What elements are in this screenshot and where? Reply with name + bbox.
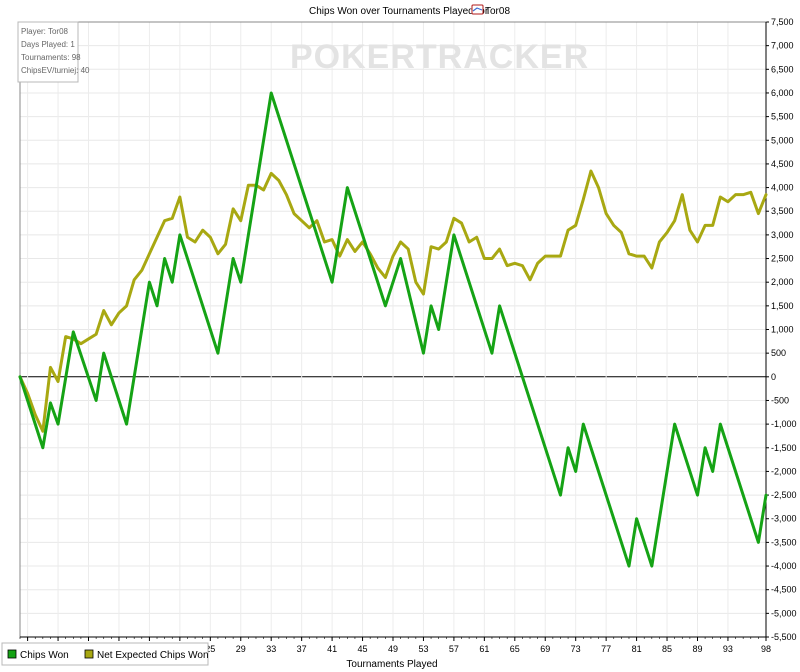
y-tick-label: 4,000 (771, 183, 794, 193)
x-tick-label: 33 (266, 644, 276, 654)
x-tick-label: 53 (418, 644, 428, 654)
x-tick-label: 98 (761, 644, 771, 654)
y-tick-label: 2,500 (771, 254, 794, 264)
x-tick-label: 25 (205, 644, 215, 654)
pokertracker-watermark: POKERTRACKER (290, 38, 589, 76)
info-chips-ev: ChipsEV/turniej: 40 (21, 66, 90, 75)
info-player: Player: Tor08 (21, 27, 69, 36)
x-tick-label: 61 (479, 644, 489, 654)
x-tick-label: 57 (449, 644, 459, 654)
legend-label-net-expected: Net Expected Chips Won (97, 650, 209, 661)
x-tick-label: 85 (662, 644, 672, 654)
y-tick-label: -3,000 (771, 514, 797, 524)
chart-title-player: Tor08 (485, 6, 510, 17)
y-tick-label: -4,500 (771, 585, 797, 595)
series-line-chips-won (18, 91, 768, 568)
chart-title: Chips Won over Tournaments Played for (309, 6, 489, 17)
y-tick-label: -4,000 (771, 561, 797, 571)
y-tick-label: 500 (771, 348, 786, 358)
y-tick-labels: 7,500 7,000 6,500 6,000 5,500 5,000 4,500 4,000… (771, 17, 797, 642)
info-days-played: Days Played: 1 (21, 40, 75, 49)
x-tick-label: 77 (601, 644, 611, 654)
y-tick-label: -1,000 (771, 419, 797, 429)
x-tick-label: 41 (327, 644, 337, 654)
legend-swatch-net-expected (84, 649, 94, 659)
x-tick-label: 89 (692, 644, 702, 654)
x-tick-label: 49 (388, 644, 398, 654)
y-tick-label: -5,000 (771, 608, 797, 618)
y-tick-label: -2,500 (771, 490, 797, 500)
legend-item-net-expected: Net Expected Chips Won (84, 649, 209, 661)
x-tick-label: 65 (510, 644, 520, 654)
y-tick-label: 5,000 (771, 135, 794, 145)
x-tick-label: 45 (358, 644, 368, 654)
legend-item-chips-won: Chips Won (7, 649, 69, 661)
legend-swatch-chips-won (7, 649, 17, 659)
y-tick-label: -1,500 (771, 443, 797, 453)
y-tick-label: 2,000 (771, 277, 794, 287)
x-tick-label: 29 (236, 644, 246, 654)
x-tick-label: 81 (632, 644, 642, 654)
y-tick-label: 6,000 (771, 88, 794, 98)
y-tick-label: 7,500 (771, 17, 794, 27)
x-tick-label: 93 (723, 644, 733, 654)
y-tick-label: -3,500 (771, 537, 797, 547)
y-tick-label: 3,000 (771, 230, 794, 240)
x-tick-labels: 1591317212529333741454953576165697377818… (25, 644, 771, 654)
y-tick-label: -5,500 (771, 632, 797, 642)
y-tick-label: 1,500 (771, 301, 794, 311)
y-tick-label: 6,500 (771, 64, 794, 74)
player-flag-icon (471, 4, 484, 15)
legend: Chips Won Net Expected Chips Won (1, 642, 209, 666)
legend-label-chips-won: Chips Won (20, 650, 69, 661)
y-tick-label: 5,500 (771, 112, 794, 122)
y-tick-label: 4,500 (771, 159, 794, 169)
info-tournaments: Tournaments: 98 (21, 53, 81, 62)
axes (19, 21, 769, 641)
y-tick-label: 1,000 (771, 325, 794, 335)
series-lines (18, 91, 768, 568)
grid-lines (20, 21, 767, 638)
series-line-net-expected-chips-won (18, 169, 768, 433)
x-tick-label: 73 (571, 644, 581, 654)
y-tick-label: 0 (771, 372, 776, 382)
x-axis-label: Tournaments Played (346, 659, 437, 670)
y-tick-label: 3,500 (771, 206, 794, 216)
y-tick-label: 7,000 (771, 41, 794, 51)
y-tick-label: -2,000 (771, 466, 797, 476)
x-tick-label: 69 (540, 644, 550, 654)
player-info-box: Player: Tor08 Days Played: 1 Tournaments… (17, 21, 90, 83)
y-tick-label: -500 (771, 395, 789, 405)
x-tick-label: 37 (297, 644, 307, 654)
